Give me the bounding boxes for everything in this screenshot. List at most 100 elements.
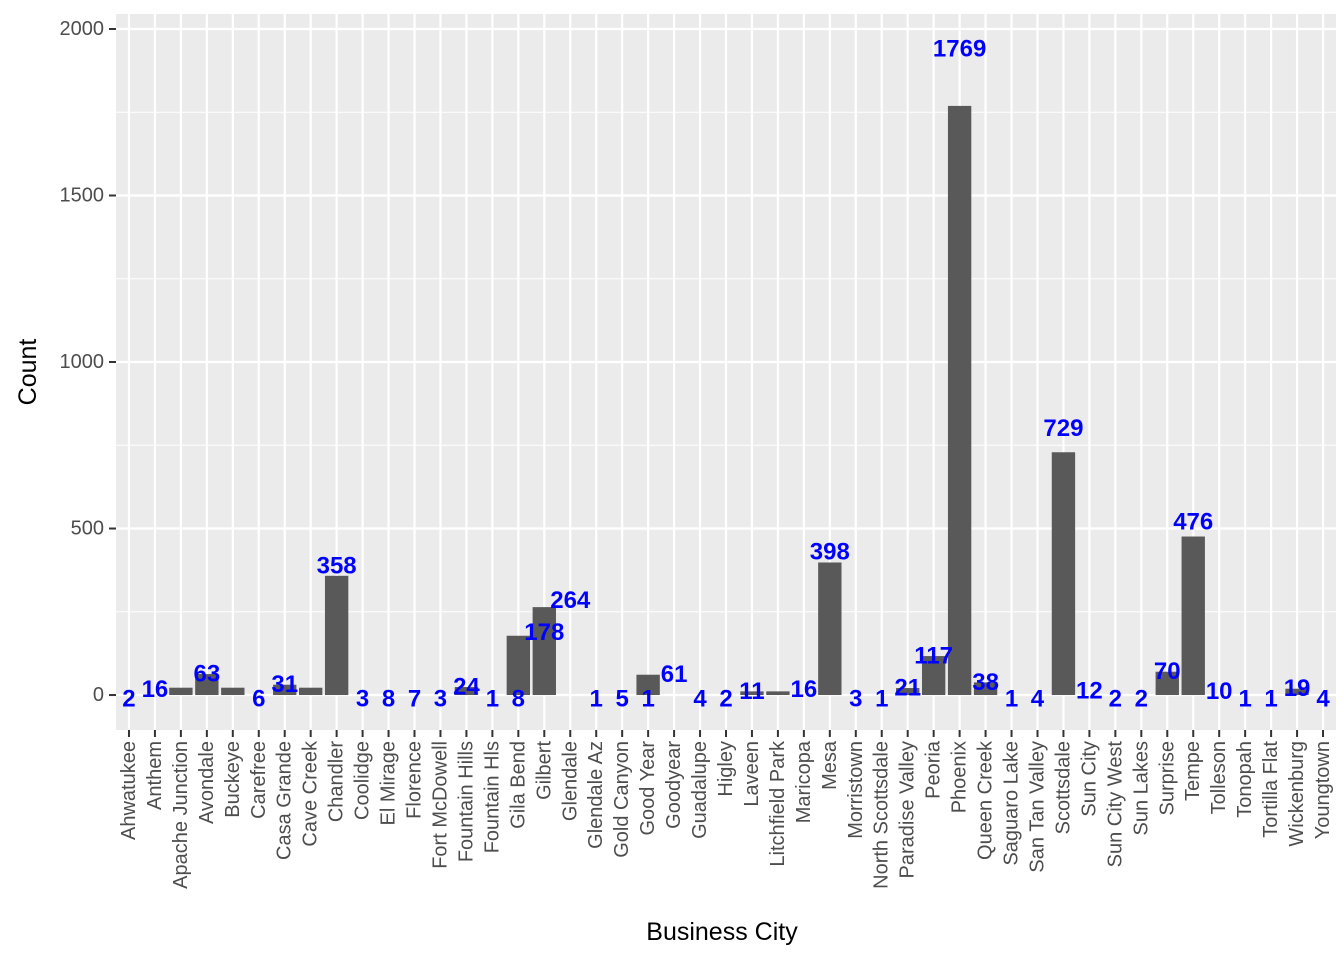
y-tick-label: 500: [71, 518, 104, 540]
bar: [299, 687, 323, 696]
x-tick-label: Wickenburg: [1286, 741, 1308, 847]
x-tick-label: Tonopah: [1234, 741, 1256, 818]
data-label: 1: [590, 686, 603, 713]
bar: [636, 674, 660, 696]
bar: [973, 682, 998, 696]
bar: [532, 607, 556, 696]
data-label: 12: [1076, 678, 1103, 705]
x-tick-label: Cave Creek: [300, 740, 322, 847]
data-label: 8: [512, 686, 525, 713]
data-label: 38: [972, 669, 999, 696]
x-tick-label: Sun Lakes: [1130, 741, 1152, 836]
data-label: 358: [317, 552, 357, 579]
data-label: 61: [661, 661, 688, 688]
x-tick-label: Fountain Hills: [455, 741, 477, 862]
bar: [221, 687, 245, 696]
data-label: 476: [1173, 508, 1213, 535]
bar: [921, 656, 946, 696]
x-tick-label: Chandler: [326, 741, 348, 823]
x-tick-label: Gilbert: [533, 741, 555, 800]
bar: [740, 691, 764, 696]
x-tick-label: Sun City West: [1104, 741, 1126, 868]
x-tick-label: Queen Creek: [975, 740, 997, 860]
data-label: 3: [434, 686, 447, 713]
data-label: 16: [791, 676, 818, 703]
x-tick-label: Florence: [404, 741, 426, 819]
data-label: 2: [719, 686, 732, 713]
x-tick-label: Sun City: [1078, 741, 1100, 817]
data-label: 1: [1264, 686, 1277, 713]
data-label: 264: [550, 587, 591, 614]
data-label: 4: [1316, 686, 1330, 713]
data-label: 7: [408, 686, 421, 713]
bar: [324, 575, 349, 696]
x-tick-label: Saguaro Lake: [1001, 741, 1023, 866]
x-tick-label: Maricopa: [793, 740, 815, 823]
bar: [195, 674, 219, 696]
y-tick-label: 0: [93, 684, 104, 706]
y-tick-label: 1000: [60, 351, 105, 373]
bar: [454, 687, 479, 696]
x-tick-label: Phoenix: [949, 741, 971, 813]
x-tick-label: Tolleson: [1208, 741, 1230, 814]
data-label: 5: [615, 686, 628, 713]
data-label: 16: [142, 676, 169, 703]
data-label: 1769: [933, 35, 986, 62]
x-tick-label: Tempe: [1182, 741, 1204, 801]
x-tick-label: Avondale: [196, 741, 218, 824]
x-axis: Ahwatukee Anthem Apache Junction Avondale Bu…: [118, 730, 1334, 889]
data-label: 1: [875, 686, 888, 713]
x-tick-label: San Tan Valley: [1026, 741, 1048, 873]
x-tick-label: Youngtown: [1312, 741, 1334, 839]
x-tick-label: Fort McDowell: [429, 741, 451, 869]
bar: [818, 562, 842, 696]
x-tick-label: Higley: [715, 741, 737, 797]
x-tick-label: Goodyear: [663, 741, 685, 829]
data-label: 21: [894, 675, 921, 702]
x-tick-label: Litchfield Park: [767, 740, 789, 867]
data-label: 178: [524, 619, 564, 646]
data-label: 398: [810, 538, 850, 565]
data-label: 117: [914, 643, 953, 670]
data-label: 10: [1206, 678, 1233, 705]
bar: [896, 688, 920, 696]
data-label: 2: [1135, 686, 1148, 713]
data-label: 11: [739, 678, 764, 705]
x-tick-label: Coolidge: [352, 741, 374, 820]
bar: [273, 684, 297, 696]
x-tick-label: Guadalupe: [689, 741, 711, 839]
data-label: 19: [1284, 675, 1311, 702]
x-tick-label: Ahwatukee: [118, 741, 140, 840]
y-tick-label: 1500: [60, 184, 105, 206]
data-label: 8: [382, 686, 395, 713]
x-tick-label: Mesa: [819, 740, 841, 790]
bar: [1051, 452, 1076, 696]
data-label: 31: [271, 671, 298, 698]
data-label: 70: [1154, 658, 1181, 685]
data-label: 24: [453, 674, 480, 701]
data-label: 1: [486, 686, 499, 713]
x-tick-label: Gold Canyon: [611, 741, 633, 858]
x-tick-label: North Scottsdale: [871, 741, 893, 889]
x-tick-label: Surprise: [1156, 741, 1178, 815]
x-tick-label: Good Year: [637, 741, 659, 836]
x-tick-label: Tortilla Flat: [1260, 741, 1282, 838]
x-tick-label: Buckeye: [222, 741, 244, 818]
data-label: 1: [1238, 686, 1251, 713]
x-tick-label: Gila Bend: [507, 741, 529, 829]
data-label: 3: [849, 686, 862, 713]
x-tick-label: Casa Grande: [274, 741, 296, 860]
data-label: 729: [1043, 415, 1083, 442]
x-tick-label: Carefree: [248, 741, 270, 819]
x-tick-label: Fountain Hls: [481, 741, 503, 853]
grid-major: [116, 14, 1336, 730]
x-tick-label: Apache Junction: [170, 741, 192, 889]
x-tick-label: Glendale Az: [585, 741, 607, 849]
y-axis: 0 500 1000 1500 2000: [60, 18, 116, 706]
x-tick-label: Morristown: [845, 741, 867, 839]
bar: [1155, 671, 1179, 696]
bar: [766, 691, 790, 696]
data-label: 63: [193, 661, 220, 688]
